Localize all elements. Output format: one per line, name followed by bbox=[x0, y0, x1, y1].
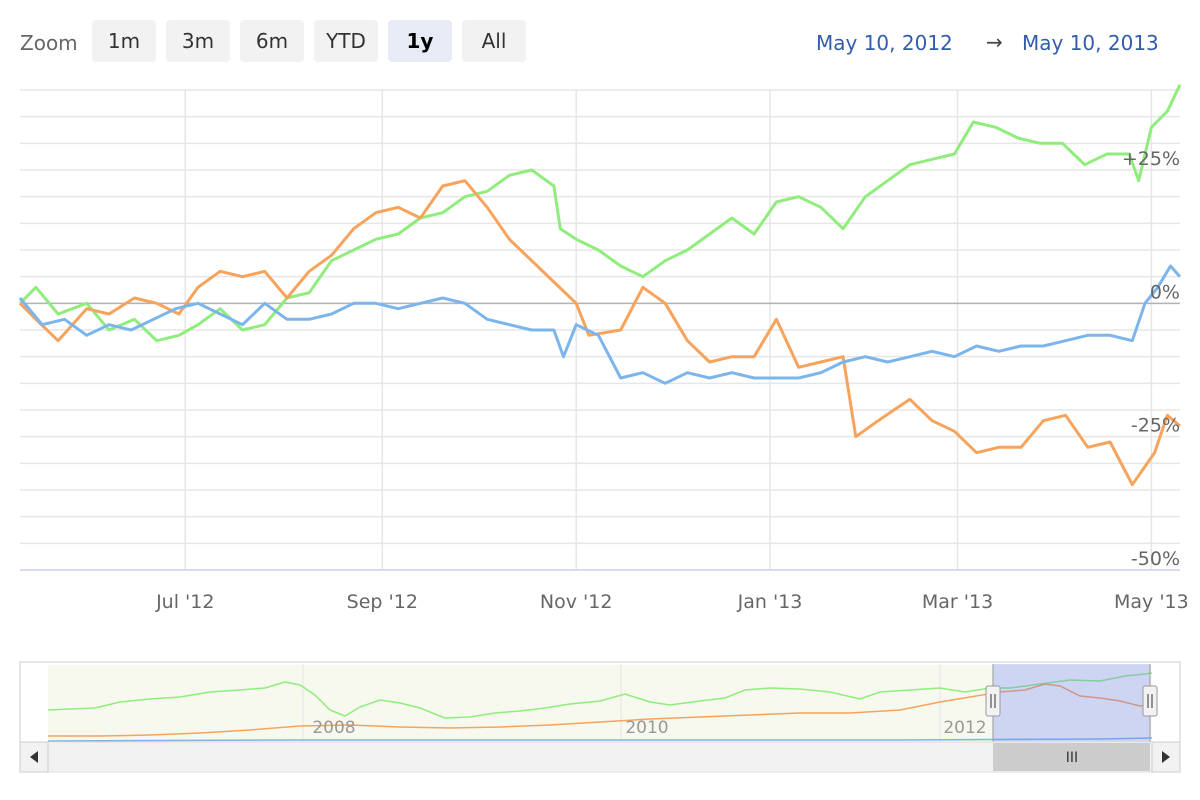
zoom-6m-button[interactable]: 6m bbox=[240, 20, 304, 62]
navigator-left-handle[interactable] bbox=[985, 685, 1001, 717]
navigator-year-label: 2008 bbox=[312, 718, 355, 738]
y-tick-label: -50% bbox=[1131, 548, 1180, 570]
x-tick-label: May '13 bbox=[1114, 591, 1189, 613]
scrollbar-track[interactable] bbox=[19, 741, 1181, 773]
range-selector: Zoom 1m 3m 6m YTD 1y All → bbox=[0, 0, 1200, 80]
scrollbar[interactable]: III bbox=[19, 741, 1181, 773]
x-tick-label: Nov '12 bbox=[540, 591, 613, 613]
series-layer bbox=[18, 84, 1182, 487]
navigator-selection-mask[interactable] bbox=[993, 664, 1150, 742]
series-line-0 bbox=[18, 84, 1182, 343]
navigator-year-label: 2010 bbox=[625, 718, 668, 738]
scroll-left-button[interactable] bbox=[19, 741, 49, 773]
scrollbar-grip: III bbox=[1066, 750, 1078, 766]
zoom-3m-button[interactable]: 3m bbox=[166, 20, 230, 62]
zoom-label: Zoom bbox=[20, 31, 78, 55]
navigator[interactable]: 2008 2010 2012 bbox=[19, 661, 1181, 743]
arrow-right-icon bbox=[1162, 751, 1170, 763]
zoom-1y-button[interactable]: 1y bbox=[388, 20, 452, 62]
y-tick-label: -25% bbox=[1131, 415, 1180, 437]
date-range-arrow: → bbox=[986, 30, 1003, 54]
x-tick-label: Jan '13 bbox=[737, 591, 803, 613]
navigator-right-handle[interactable] bbox=[1142, 685, 1158, 717]
series-line-2 bbox=[18, 264, 1182, 385]
x-tick-label: Sep '12 bbox=[347, 591, 418, 613]
zoom-1m-button[interactable]: 1m bbox=[92, 20, 156, 62]
arrow-left-icon bbox=[30, 751, 38, 763]
navigator-series-blue bbox=[47, 737, 1153, 742]
from-date-input[interactable] bbox=[814, 30, 958, 56]
navigator-series-green bbox=[47, 672, 1153, 719]
scrollbar-thumb[interactable] bbox=[993, 743, 1150, 771]
navigator-year-label: 2012 bbox=[943, 718, 986, 738]
axis-labels: Jul '12 Sep '12 Nov '12 Jan '13 Mar '13 May '… bbox=[155, 148, 1189, 613]
x-tick-label: Mar '13 bbox=[922, 591, 993, 613]
y-tick-label: 0% bbox=[1150, 281, 1180, 303]
series-line-1 bbox=[18, 179, 1181, 487]
grid-lines bbox=[20, 89, 1180, 571]
scroll-right-button[interactable] bbox=[1151, 741, 1181, 773]
zoom-ytd-button[interactable]: YTD bbox=[314, 20, 378, 62]
to-date-input[interactable] bbox=[1020, 30, 1164, 56]
y-tick-label: +25% bbox=[1122, 148, 1180, 170]
zoom-all-button[interactable]: All bbox=[462, 20, 526, 62]
navigator-plot-bg bbox=[48, 665, 1152, 742]
navigator-series-orange bbox=[48, 683, 1153, 737]
x-tick-label: Jul '12 bbox=[155, 591, 214, 613]
